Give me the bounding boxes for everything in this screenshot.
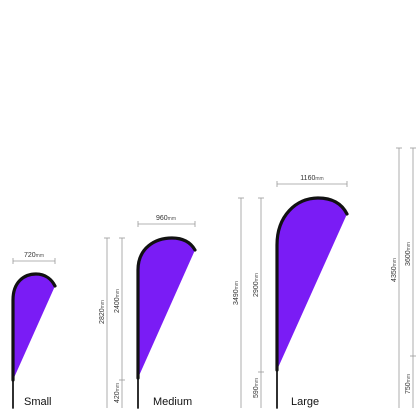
flag-large-name: Large [291, 396, 319, 408]
flag-xlarge-flag-height-label: 3600mm [405, 242, 412, 266]
flag-medium-fabric [138, 238, 195, 378]
flag-medium-outline [136, 236, 197, 380]
flag-large-width-label: 1160mm [300, 175, 323, 182]
flag-large: 1160mm 3490mm 2900mm 590mm Large [233, 175, 349, 409]
flag-medium-flag-height-label: 2400mm [114, 289, 121, 313]
flag-small-width-label: 720mm [24, 252, 44, 259]
flag-large-outline [275, 196, 349, 372]
flag-medium-total-height-label: 2820mm [99, 300, 106, 324]
flag-medium-width-label: 960mm [156, 215, 176, 222]
flag-xlarge-total-height-label: 4350mm [391, 258, 398, 282]
flag-large-total-height-label: 3490mm [233, 281, 240, 305]
flag-large-flag-height-label: 2900mm [253, 273, 260, 297]
flag-medium-base-height-label: 420mm [114, 383, 121, 403]
flag-medium: 960mm 2820mm 2400mm 420mm Medium [99, 215, 197, 409]
flag-small-fabric [13, 274, 55, 380]
flag-small-outline [11, 272, 57, 382]
flag-xlarge-dimensions: 4350mm 3600mm 750mm [391, 147, 416, 408]
flag-xlarge-base-height-label: 750mm [405, 374, 412, 394]
flag-large-fabric [277, 198, 347, 370]
flag-small: 720mm Small [11, 252, 57, 409]
flag-large-base-height-label: 590mm [253, 378, 260, 398]
flag-small-name: Small [24, 396, 52, 408]
flag-medium-name: Medium [153, 396, 192, 408]
